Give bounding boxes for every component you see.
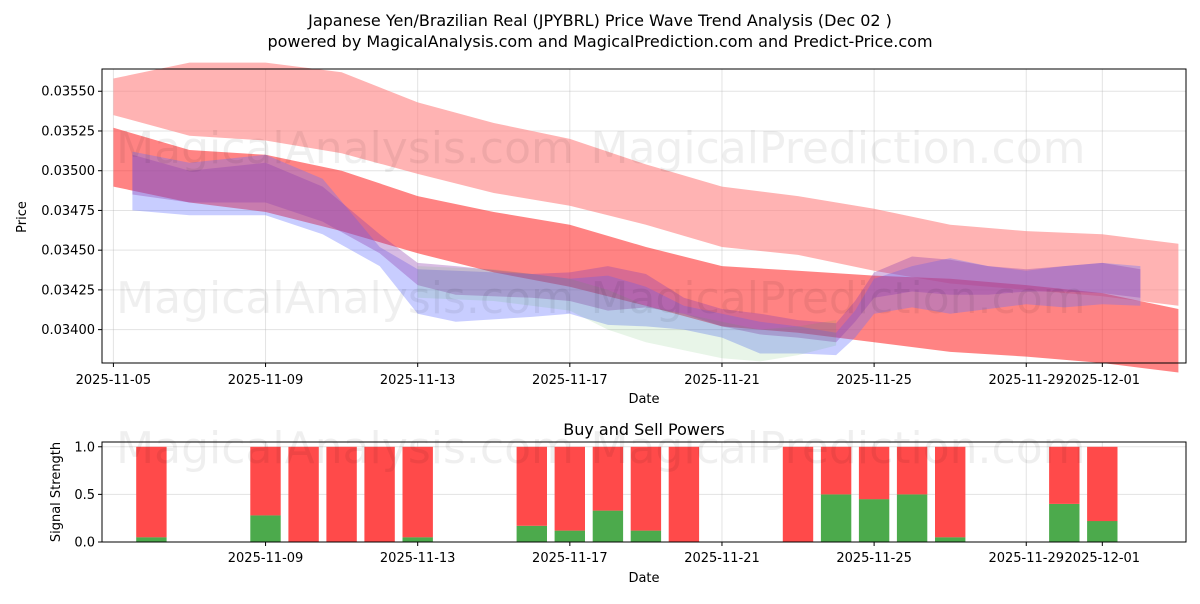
buy-bar: [592, 510, 624, 542]
bottom-y-tick-label: 0.5: [74, 488, 95, 503]
buy-bar: [1087, 521, 1118, 542]
top-y-tick-label: 0.03500: [41, 164, 95, 179]
buy-bar: [858, 499, 890, 542]
buy-bar: [516, 525, 547, 542]
buy-bar: [896, 494, 928, 542]
sell-bar: [250, 446, 281, 516]
top-x-axis-label: Date: [628, 392, 659, 407]
buy-bar: [820, 494, 852, 542]
bottom-chart-title: Buy and Sell Powers: [563, 420, 725, 439]
top-x-ticks: 2025-11-05 2025-11-09 2025-11-13 2025-11-17…: [76, 363, 1140, 388]
buy-bar: [402, 537, 433, 542]
buy-bar: [630, 530, 662, 542]
top-x-tick-label: 2025-11-09: [228, 373, 304, 388]
top-y-tick-label: 0.03425: [41, 283, 95, 298]
sell-bar: [782, 446, 814, 542]
sell-bar: [592, 446, 624, 511]
top-plot-frame: [101, 68, 1187, 364]
sell-bar: [858, 446, 890, 500]
bottom-x-tick-label: 2025-11-25: [836, 551, 912, 566]
bottom-x-ticks: 2025-11-09 2025-11-13 2025-11-17 2025-11-21…: [228, 542, 1140, 566]
sell-bar: [1049, 446, 1080, 504]
bottom-y-tick-label: 0.0: [74, 536, 95, 551]
sell-bar: [364, 446, 395, 542]
bottom-x-axis-label: Date: [628, 571, 659, 586]
sell-bar: [402, 446, 433, 538]
buy-bar: [1049, 503, 1080, 542]
top-x-tick-label: 2025-12-01: [1065, 373, 1141, 388]
buy-bar: [554, 530, 585, 542]
bottom-x-tick-label: 2025-11-13: [380, 551, 456, 566]
watermark-analysis-top: MagicalAnalysis.com: [116, 123, 574, 174]
top-y-tick-label: 0.03450: [41, 244, 95, 259]
top-x-tick-label: 2025-11-17: [532, 373, 608, 388]
top-x-tick-label: 2025-11-21: [684, 373, 760, 388]
sell-bar: [136, 446, 167, 538]
top-watermarks: MagicalAnalysis.com MagicalPrediction.co…: [116, 123, 1085, 324]
bottom-x-tick-label: 2025-11-21: [684, 551, 760, 566]
chart-title-line2: powered by MagicalAnalysis.com and Magic…: [267, 32, 932, 51]
top-x-tick-label: 2025-11-13: [380, 373, 456, 388]
top-y-tick-label: 0.03550: [41, 85, 95, 100]
top-x-tick-label: 2025-11-05: [76, 373, 152, 388]
chart-title-line1: Japanese Yen/Brazilian Real (JPYBRL) Pri…: [307, 11, 892, 30]
sell-bar: [288, 446, 319, 542]
bottom-bars: [136, 446, 1118, 542]
sell-bar: [326, 446, 357, 542]
sell-bar: [935, 446, 966, 538]
top-y-ticks: 0.03400 0.03425 0.03450 0.03475 0.03500 0.035…: [41, 85, 102, 338]
bottom-x-tick-label: 2025-11-09: [228, 551, 304, 566]
top-y-axis-label: Price: [15, 201, 30, 233]
buy-bar: [250, 515, 281, 542]
bottom-x-tick-label: 2025-11-29: [988, 551, 1064, 566]
sell-bar: [516, 446, 547, 526]
bottom-y-tick-label: 1.0: [74, 440, 95, 455]
wave-band-4: [417, 266, 837, 362]
watermark-analysis-mid: MagicalAnalysis.com: [116, 273, 574, 324]
wave-band-1: [113, 127, 1179, 373]
bottom-plot-frame: [101, 441, 1187, 543]
buy-bar: [136, 537, 167, 542]
sell-bar: [820, 446, 852, 495]
bottom-x-tick-label: 2025-12-01: [1065, 551, 1141, 566]
wave-band-0: [113, 62, 1179, 306]
top-y-tick-label: 0.03400: [41, 323, 95, 338]
buy-bar: [935, 537, 966, 542]
sell-bar: [1087, 446, 1118, 522]
bottom-watermarks: MagicalAnalysis.com MagicalPrediction.co…: [116, 423, 1085, 474]
watermark-prediction-top: MagicalPrediction.com: [591, 123, 1086, 174]
top-y-tick-label: 0.03525: [41, 124, 95, 139]
watermark-analysis-bottom: MagicalAnalysis.com: [116, 423, 574, 474]
wave-band-2: [132, 151, 1141, 356]
top-chart: MagicalAnalysis.com MagicalPrediction.co…: [15, 62, 1187, 407]
watermark-prediction-bottom: MagicalPrediction.com: [591, 423, 1086, 474]
top-bands: [113, 62, 1179, 373]
wave-band-3: [132, 154, 1141, 343]
top-x-tick-label: 2025-11-25: [836, 373, 912, 388]
top-y-tick-label: 0.03475: [41, 204, 95, 219]
bottom-chart: Buy and Sell Powers MagicalAnalysis.com …: [49, 420, 1187, 586]
bottom-y-axis-label: Signal Strength: [49, 442, 64, 542]
sell-bar: [554, 446, 585, 531]
bottom-x-tick-label: 2025-11-17: [532, 551, 608, 566]
watermark-prediction-mid: MagicalPrediction.com: [591, 273, 1086, 324]
top-x-tick-label: 2025-11-29: [988, 373, 1064, 388]
bottom-y-ticks: 0.0 0.5 1.0: [74, 440, 102, 551]
sell-bar: [668, 446, 700, 542]
sell-bar: [896, 446, 928, 495]
sell-bar: [630, 446, 662, 531]
